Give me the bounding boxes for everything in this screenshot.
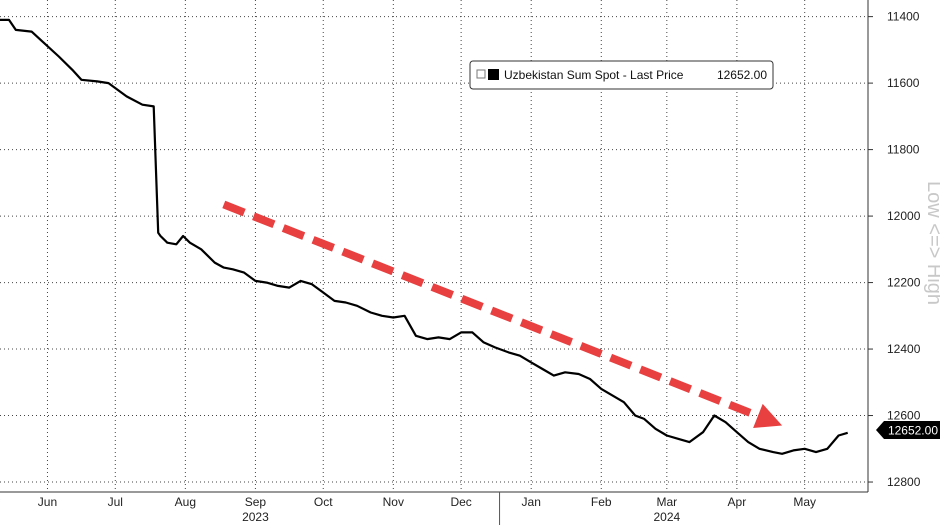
y-tick-label: 12600 [887, 409, 921, 423]
last-value-tag: 12652.00 [876, 421, 940, 439]
legend-value: 12652.00 [717, 68, 767, 82]
x-tick-label: Dec [450, 495, 471, 509]
y-tick-label: 12400 [887, 342, 921, 356]
series-layer [0, 18, 849, 455]
y-tick-label: 11400 [887, 10, 920, 24]
trend-arrow-head [753, 403, 783, 428]
grid [0, 0, 868, 492]
x-axis: MayJunJulAugSepOctNovDecJanFebMarAprMay2… [0, 492, 816, 525]
x-year-label: 2023 [242, 510, 269, 524]
x-tick-label: May [793, 495, 816, 509]
x-tick-label: Jun [38, 495, 57, 509]
x-tick-label: Sep [245, 495, 267, 509]
side-label: Low <=> High [923, 181, 940, 305]
last-value-background [876, 421, 940, 439]
x-tick-label: Nov [383, 495, 404, 509]
legend-label: Uzbekistan Sum Spot - Last Price [504, 68, 684, 82]
x-tick-label: Feb [591, 495, 612, 509]
y-tick-label: 12000 [887, 209, 921, 223]
x-tick-label: Oct [314, 495, 333, 509]
y-tick-label: 12800 [887, 475, 921, 489]
y-tick-label: 11800 [887, 143, 920, 157]
x-tick-label: Mar [656, 495, 677, 509]
last-value-label: 12652.00 [888, 424, 938, 438]
trend-arrow-shaft [222, 200, 760, 420]
y-tick-label: 11600 [887, 76, 920, 90]
x-tick-label: Jan [522, 495, 541, 509]
y-axis: 11400 11600 11800 12000 12200 12400 12600 12800 [868, 10, 921, 489]
legend-box [469, 60, 774, 90]
legend-expand-icon [476, 69, 486, 79]
x-tick-label: Aug [175, 495, 196, 509]
trend-arrow [222, 200, 783, 428]
y-tick-label: 12200 [887, 276, 921, 290]
legend: Uzbekistan Sum Spot - Last Price 12652.0… [469, 60, 774, 90]
legend-swatch [488, 69, 499, 80]
x-year-label: 2024 [653, 510, 680, 524]
series-line-uzbekistan-sum [0, 18, 849, 455]
x-tick-label: Jul [108, 495, 123, 509]
x-tick-label: Apr [728, 495, 747, 509]
